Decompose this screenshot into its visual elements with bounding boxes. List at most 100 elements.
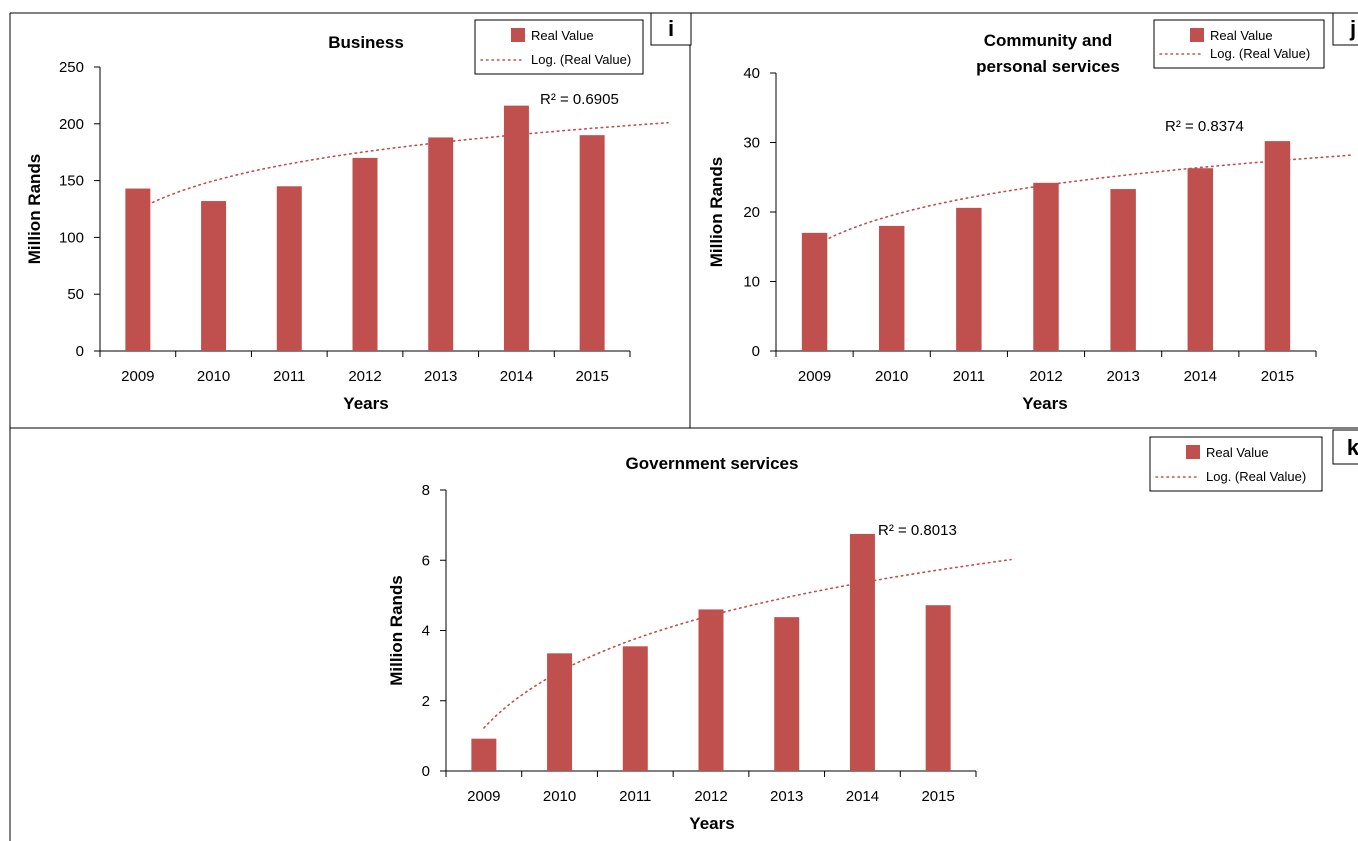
legend: Real Value Log. (Real Value) (1149, 436, 1323, 492)
x-tick-label: 2010 (543, 788, 576, 805)
legend-label-series: Real Value (1206, 445, 1269, 460)
bar-2015 (1264, 141, 1291, 351)
x-tick-label: 2009 (798, 368, 831, 385)
x-axis-label: Years (343, 394, 388, 413)
x-tick-label: 2011 (619, 788, 651, 805)
trendline-log (483, 558, 1012, 729)
panel-letter: j (1349, 16, 1356, 41)
y-tick-label: 0 (752, 343, 760, 360)
legend-label-trendline: Log. (Real Value) (531, 52, 631, 67)
bar-2012 (1033, 182, 1059, 351)
x-tick-label: 2010 (197, 368, 230, 385)
chart-title-line-2: personal services (976, 57, 1120, 76)
legend-label-series: Real Value (1210, 28, 1273, 43)
y-tick-label: 8 (422, 482, 430, 499)
panel-letter: i (668, 16, 674, 41)
bar-2012 (352, 157, 378, 351)
x-tick-label: 2014 (1184, 368, 1217, 385)
legend-label-trendline: Log. (Real Value) (1210, 46, 1310, 61)
panel-letter-box (650, 12, 692, 46)
chart-title: Government services (626, 454, 799, 473)
y-axis-label: Million Rands (25, 154, 44, 265)
panel-frames (9, 12, 1358, 841)
trendline-log (813, 154, 1353, 247)
x-tick-label: 2013 (770, 788, 803, 805)
x-tick-label: 2012 (694, 788, 727, 805)
x-tick-label: 2014 (500, 368, 533, 385)
legend-box (1149, 436, 1323, 492)
bar-2012 (698, 609, 724, 771)
bar-2010 (878, 225, 905, 351)
r-squared-label: R² = 0.6905 (540, 91, 619, 108)
legend-box (1153, 19, 1325, 69)
bar-2009 (801, 232, 828, 351)
legend-label-trendline: Log. (Real Value) (1206, 469, 1306, 484)
x-tick-label: 2015 (1261, 368, 1294, 385)
bar-2015 (579, 135, 605, 351)
x-tick-label: 2010 (875, 368, 908, 385)
panel-letter: k (1347, 435, 1358, 460)
legend-swatch-bar (1190, 28, 1204, 42)
bar-2014 (1187, 168, 1214, 351)
r-squared-label: R² = 0.8374 (1165, 118, 1244, 135)
y-tick-label: 2 (422, 693, 430, 710)
y-tick-label: 0 (422, 763, 430, 780)
bar-2009 (471, 738, 497, 771)
y-tick-label: 10 (743, 274, 760, 291)
bar-2013 (428, 137, 454, 351)
x-tick-label: 2013 (424, 368, 457, 385)
y-tick-label: 40 (743, 65, 760, 82)
chart-panel-j: Community and personal services 0 10 20 30 40 2… (707, 12, 1358, 413)
bar-2010 (201, 201, 227, 351)
bar-2015 (925, 605, 951, 771)
trendline-log (137, 121, 669, 211)
y-tick-label: 0 (76, 343, 84, 360)
y-tick-label: 100 (59, 229, 84, 246)
x-tick-label: 2015 (921, 788, 954, 805)
panel-letter-box (1332, 12, 1358, 46)
x-axis-label: Years (689, 814, 734, 833)
y-tick-label: 4 (422, 623, 430, 640)
y-tick-label: 150 (59, 173, 84, 190)
x-tick-label: 2011 (953, 368, 985, 385)
y-tick-label: 50 (67, 286, 84, 303)
x-axis-label: Years (1022, 394, 1067, 413)
bar-2011 (622, 646, 648, 771)
x-tick-label: 2015 (575, 368, 608, 385)
bar-2009 (125, 188, 151, 351)
bar-2013 (1110, 189, 1136, 351)
y-tick-label: 250 (59, 59, 84, 76)
chart-title-line-1: Community and (984, 31, 1112, 50)
legend-label-series: Real Value (531, 28, 594, 43)
r-squared-label: R² = 0.8013 (878, 522, 957, 539)
chart-title: Business (328, 33, 404, 52)
legend-swatch-bar (511, 28, 525, 42)
bar-2014 (849, 533, 875, 771)
bar-2011 (956, 207, 982, 351)
x-tick-label: 2012 (348, 368, 381, 385)
y-tick-label: 200 (59, 116, 84, 133)
bar-2013 (774, 617, 800, 771)
panel-letter-box (1332, 429, 1358, 465)
y-tick-label: 6 (422, 552, 430, 569)
legend: Real Value Log. (Real Value) (474, 19, 644, 75)
legend-swatch-bar (1186, 445, 1200, 459)
x-tick-label: 2012 (1029, 368, 1062, 385)
bar-2010 (547, 653, 573, 771)
bar-2014 (503, 105, 529, 352)
x-tick-label: 2014 (846, 788, 879, 805)
x-tick-label: 2009 (121, 368, 154, 385)
y-axis-label: Million Rands (707, 157, 726, 268)
legend-box (474, 19, 644, 75)
y-tick-label: 20 (743, 204, 760, 221)
chart-panel-i: Business 0 50 100 150 200 250 2009 2010 2011 2012 2… (25, 12, 692, 413)
x-tick-label: 2013 (1106, 368, 1139, 385)
x-tick-label: 2009 (467, 788, 500, 805)
bar-2011 (276, 186, 302, 351)
legend: Real Value Log. (Real Value) (1153, 19, 1325, 69)
y-tick-label: 30 (743, 135, 760, 152)
y-axis-label: Million Rands (387, 575, 406, 686)
x-tick-label: 2011 (273, 368, 305, 385)
chart-panel-k: Government services 0 2 4 6 8 2009 2010 2011 2012… (387, 429, 1358, 833)
